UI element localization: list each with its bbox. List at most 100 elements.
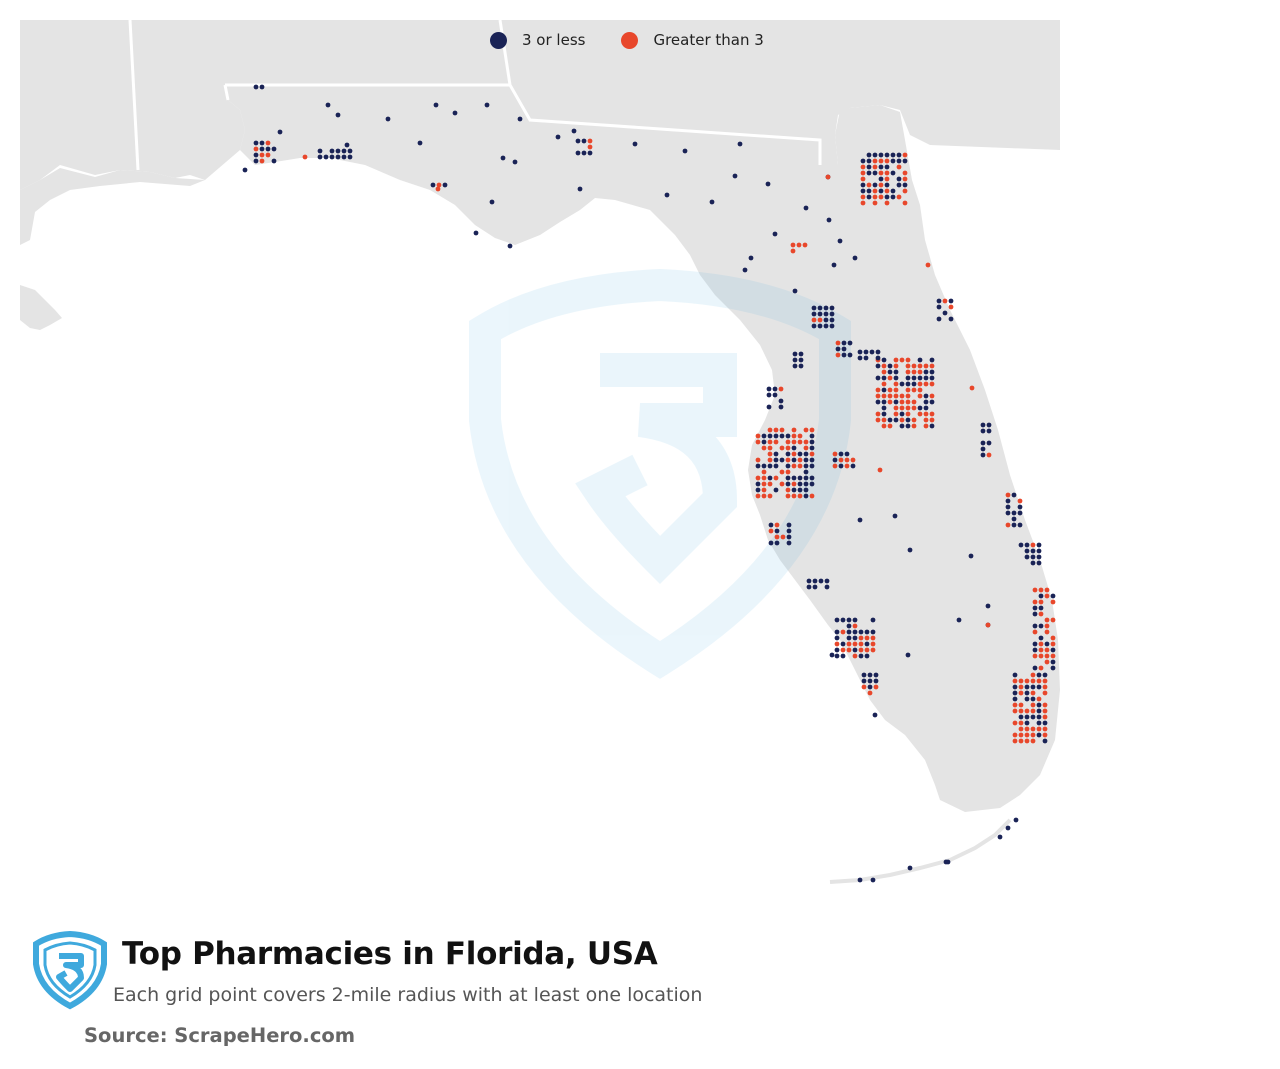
grid-point: [1042, 738, 1048, 744]
grid-point: [835, 346, 841, 352]
grid-point: [1032, 647, 1038, 653]
grid-point: [902, 182, 908, 188]
grid-point: [866, 182, 872, 188]
grid-point: [803, 481, 809, 487]
grid-point: [824, 584, 830, 590]
scrapehero-shield-icon: [33, 930, 107, 1010]
grid-point: [803, 475, 809, 481]
grid-point: [811, 311, 817, 317]
grid-point: [834, 647, 840, 653]
grid-point: [1024, 542, 1030, 548]
grid-point: [832, 463, 838, 469]
grid-point: [896, 182, 902, 188]
grid-point: [1018, 732, 1024, 738]
grid-point: [870, 877, 876, 883]
grid-point: [773, 433, 779, 439]
grid-point: [1036, 696, 1042, 702]
grid-point: [870, 641, 876, 647]
grid-point: [884, 176, 890, 182]
grid-point: [861, 678, 867, 684]
grid-point: [896, 152, 902, 158]
grid-point: [774, 540, 780, 546]
grid-point: [875, 349, 881, 355]
grid-point: [742, 267, 748, 273]
grid-point: [846, 629, 852, 635]
grid-point: [767, 433, 773, 439]
grid-point: [829, 305, 835, 311]
grid-point: [335, 154, 341, 160]
grid-point: [905, 423, 911, 429]
grid-point: [803, 493, 809, 499]
grid-point: [985, 603, 991, 609]
grid-point: [884, 158, 890, 164]
grid-point: [881, 399, 887, 405]
grid-point: [866, 188, 872, 194]
legend-swatch-low: [490, 31, 507, 49]
grid-point: [929, 375, 935, 381]
grid-point: [1042, 702, 1048, 708]
grid-point: [881, 375, 887, 381]
grid-point: [893, 381, 899, 387]
grid-point: [797, 457, 803, 463]
grid-point: [791, 463, 797, 469]
grid-point: [785, 457, 791, 463]
grid-point: [575, 150, 581, 156]
grid-point: [271, 158, 277, 164]
grid-point: [846, 647, 852, 653]
grid-point: [1024, 708, 1030, 714]
grid-point: [767, 457, 773, 463]
grid-point: [867, 684, 873, 690]
grid-point: [890, 170, 896, 176]
grid-point: [302, 154, 308, 160]
grid-point: [1042, 726, 1048, 732]
grid-point: [785, 493, 791, 499]
grid-point: [575, 138, 581, 144]
grid-point: [893, 399, 899, 405]
grid-point: [555, 134, 561, 140]
grid-point: [905, 381, 911, 387]
grid-point: [774, 534, 780, 540]
grid-point: [846, 623, 852, 629]
grid-point: [899, 393, 905, 399]
grid-point: [1042, 708, 1048, 714]
grid-point: [1012, 684, 1018, 690]
grid-point: [1024, 554, 1030, 560]
grid-point: [832, 457, 838, 463]
grid-point: [929, 369, 935, 375]
legend-swatch-high: [621, 31, 639, 49]
grid-point: [791, 445, 797, 451]
grid-point: [761, 463, 767, 469]
grid-point: [985, 622, 991, 628]
grid-point: [923, 381, 929, 387]
grid-point: [847, 340, 853, 346]
grid-point: [767, 445, 773, 451]
grid-point: [785, 469, 791, 475]
grid-point: [785, 445, 791, 451]
grid-point: [811, 317, 817, 323]
grid-point: [1011, 510, 1017, 516]
grid-point: [797, 463, 803, 469]
grid-point: [902, 188, 908, 194]
grid-point: [1018, 708, 1024, 714]
grid-point: [682, 148, 688, 154]
grid-point: [899, 405, 905, 411]
grid-point: [817, 305, 823, 311]
grid-point: [902, 152, 908, 158]
grid-point: [1012, 672, 1018, 678]
grid-point: [1032, 629, 1038, 635]
grid-point: [881, 417, 887, 423]
scrapehero-watermark-icon: [469, 268, 851, 679]
grid-point: [259, 152, 265, 158]
grid-point: [809, 427, 815, 433]
grid-point: [785, 439, 791, 445]
grid-point: [1018, 690, 1024, 696]
grid-point: [872, 152, 878, 158]
grid-point: [860, 170, 866, 176]
grid-point: [899, 399, 905, 405]
grid-point: [850, 463, 856, 469]
grid-point: [1036, 714, 1042, 720]
grid-point: [803, 427, 809, 433]
grid-point: [791, 451, 797, 457]
grid-point: [893, 357, 899, 363]
grid-point: [1018, 720, 1024, 726]
